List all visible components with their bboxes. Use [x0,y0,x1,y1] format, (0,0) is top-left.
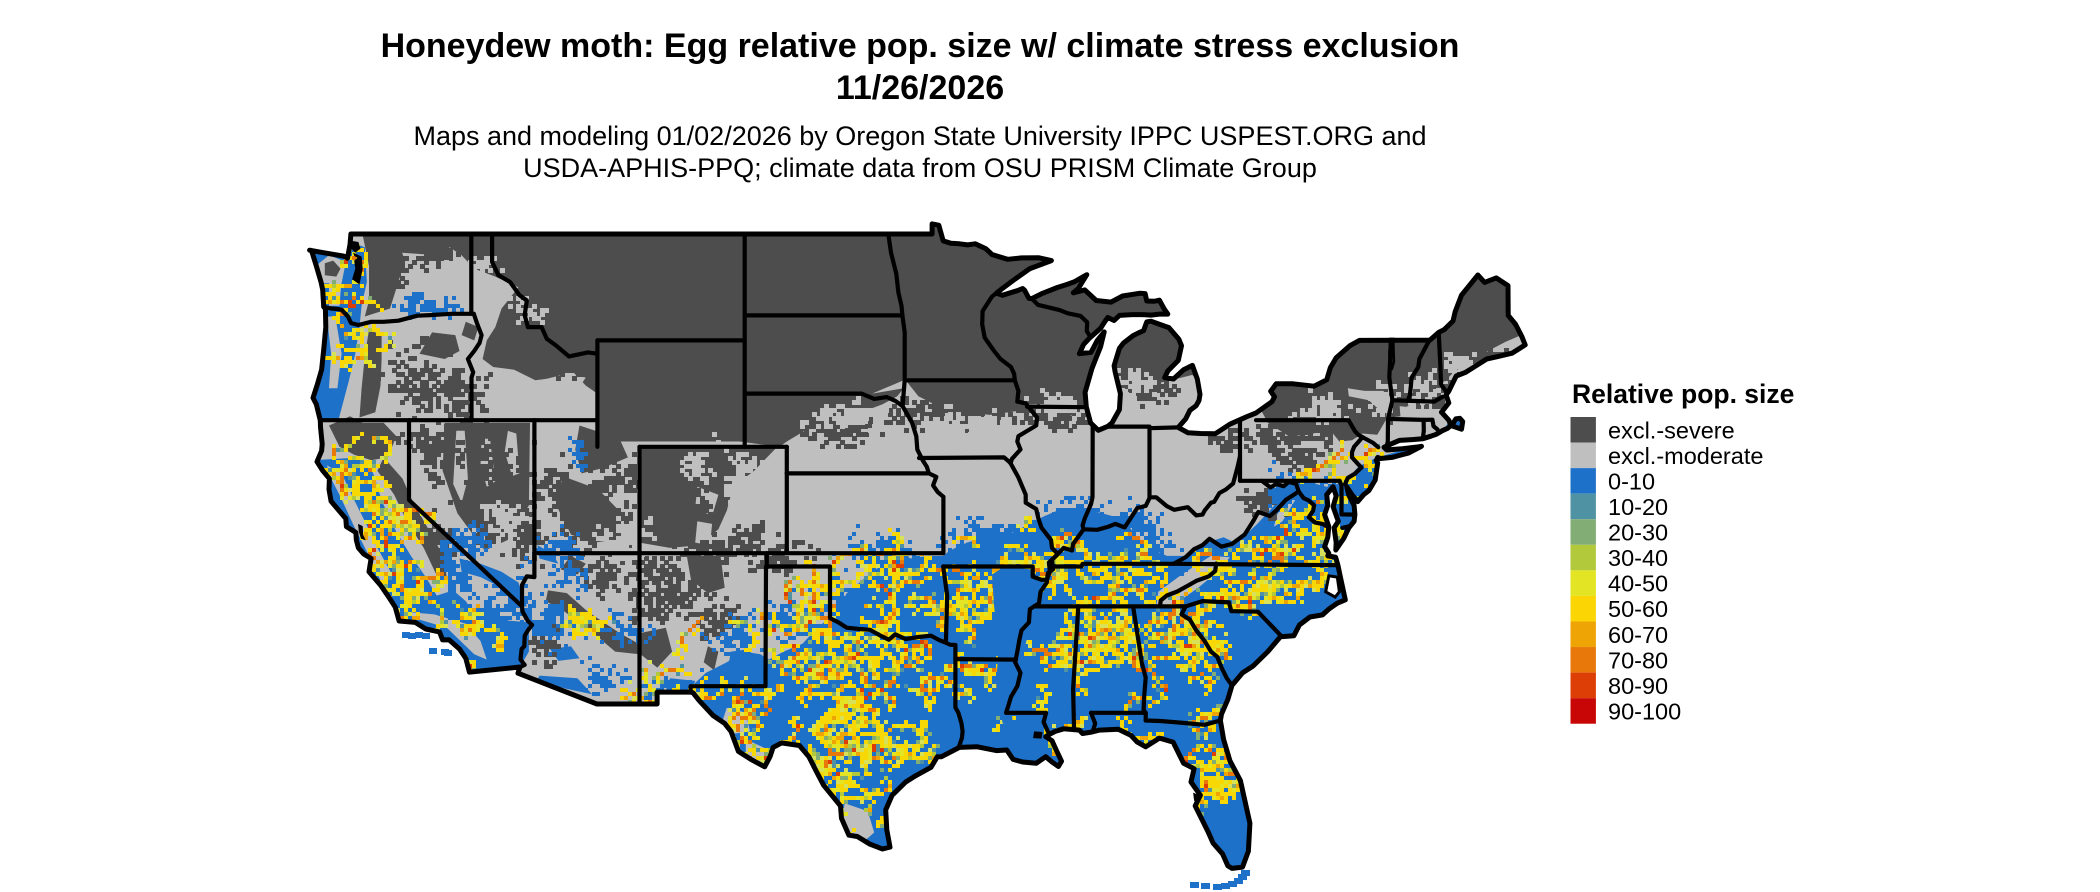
svg-text:40-50: 40-50 [1608,571,1668,597]
svg-text:excl.-moderate: excl.-moderate [1608,443,1763,469]
svg-text:60-70: 60-70 [1608,622,1668,648]
svg-text:Relative pop. size: Relative pop. size [1572,379,1794,409]
svg-text:USDA-APHIS-PPQ; climate data f: USDA-APHIS-PPQ; climate data from OSU PR… [523,153,1317,183]
svg-text:excl.-severe: excl.-severe [1608,417,1735,443]
svg-text:80-90: 80-90 [1608,673,1668,699]
svg-text:0-10: 0-10 [1608,468,1655,494]
svg-text:20-30: 20-30 [1608,520,1668,546]
svg-text:11/26/2026: 11/26/2026 [836,69,1004,107]
svg-text:10-20: 10-20 [1608,494,1668,520]
svg-text:Maps and modeling 01/02/2026 b: Maps and modeling 01/02/2026 by Oregon S… [413,121,1426,151]
svg-text:70-80: 70-80 [1608,647,1668,673]
svg-text:Honeydew moth: Egg relative po: Honeydew moth: Egg relative pop. size w/… [381,27,1460,65]
svg-text:50-60: 50-60 [1608,596,1668,622]
svg-text:30-40: 30-40 [1608,545,1668,571]
svg-text:90-100: 90-100 [1608,699,1681,725]
